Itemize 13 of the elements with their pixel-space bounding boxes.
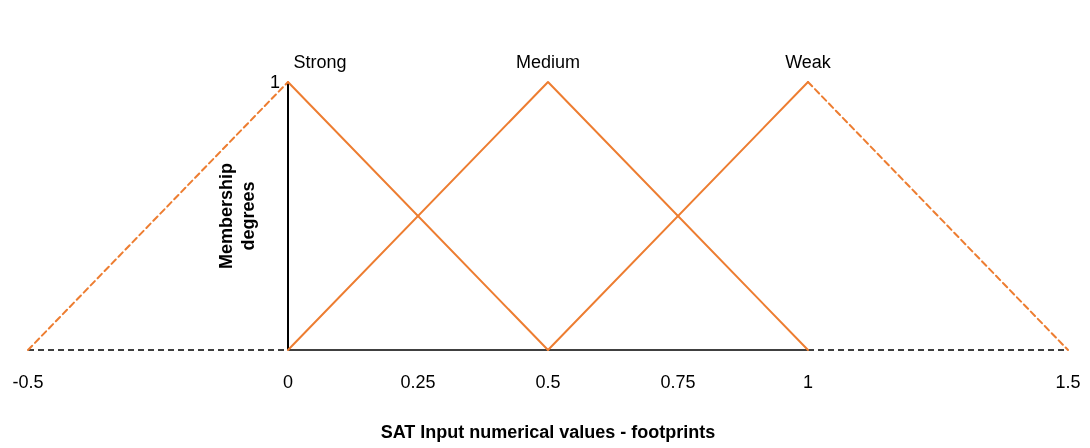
series-label: Medium — [515, 52, 581, 72]
x-tick-label: 0.5 — [535, 372, 561, 392]
y-axis-title: Membership degrees — [216, 162, 258, 270]
x-tick-label: 0.75 — [660, 372, 696, 392]
x-tick-label: 0 — [282, 372, 294, 392]
x-tick-label: -0.5 — [12, 372, 44, 392]
annotation: 1 — [269, 72, 280, 92]
x-axis-title: SAT Input numerical values - footprints — [380, 422, 716, 442]
x-tick-label: 1.5 — [1055, 372, 1081, 392]
x-tick-label: 0.25 — [400, 372, 436, 392]
series-label: Strong — [293, 52, 347, 72]
x-tick-label: 1 — [802, 372, 814, 392]
series-label: Weak — [785, 52, 832, 72]
